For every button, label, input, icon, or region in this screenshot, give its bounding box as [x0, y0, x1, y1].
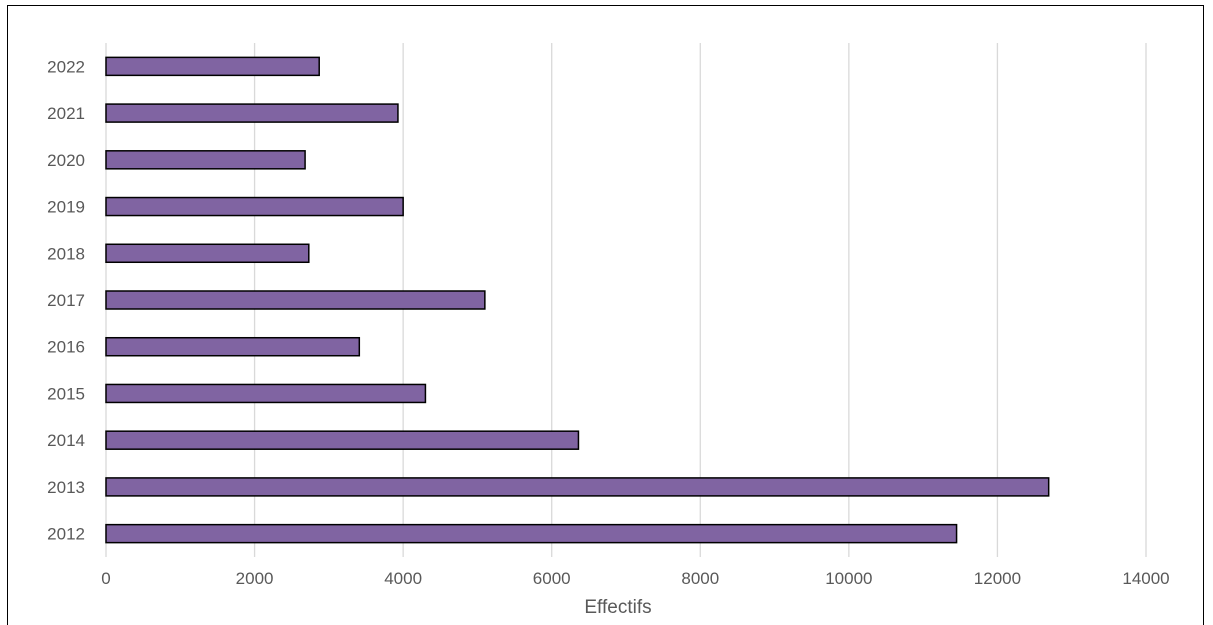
x-tick-label: 2000: [236, 569, 274, 588]
bar-2013: [105, 477, 1050, 497]
y-tick-label: 2017: [47, 291, 85, 310]
y-tick-label: 2018: [47, 244, 85, 263]
x-tick-label: 12000: [974, 569, 1021, 588]
x-tick-label: 10000: [825, 569, 872, 588]
bar-2012: [105, 523, 958, 544]
x-tick-label: 4000: [384, 569, 422, 588]
y-tick-label: 2012: [47, 525, 85, 544]
y-tick-label: 2015: [47, 384, 85, 403]
x-tick-label: 14000: [1122, 569, 1169, 588]
y-tick-labels: 2012 2013 2014 2015 2016 2017 2018 2019 2020 2021…: [47, 57, 85, 543]
bar-2017: [105, 290, 486, 310]
x-axis-title: Effectifs: [584, 597, 651, 618]
x-tick-label: 0: [101, 569, 110, 588]
bar-2022: [105, 56, 320, 77]
bar-2020: [105, 150, 306, 170]
y-tick-label: 2020: [47, 151, 85, 170]
bar-2015: [105, 383, 427, 404]
y-tick-label: 2014: [47, 431, 85, 450]
bars: [105, 56, 1050, 544]
y-tick-label: 2019: [47, 198, 85, 217]
y-tick-label: 2013: [47, 478, 85, 497]
bar-2021: [105, 103, 399, 123]
bar-2014: [105, 430, 580, 450]
x-tick-labels: 0 2000 4000 6000 8000 10000 12000 14000: [101, 569, 1169, 588]
y-tick-label: 2021: [47, 104, 85, 123]
y-tick-label: 2016: [47, 338, 85, 357]
x-tick-label: 6000: [533, 569, 571, 588]
x-tick-label: 8000: [681, 569, 719, 588]
bar-2019: [105, 196, 404, 217]
y-tick-label: 2022: [47, 57, 85, 76]
bar-2016: [105, 336, 361, 357]
bar-2018: [105, 243, 310, 264]
